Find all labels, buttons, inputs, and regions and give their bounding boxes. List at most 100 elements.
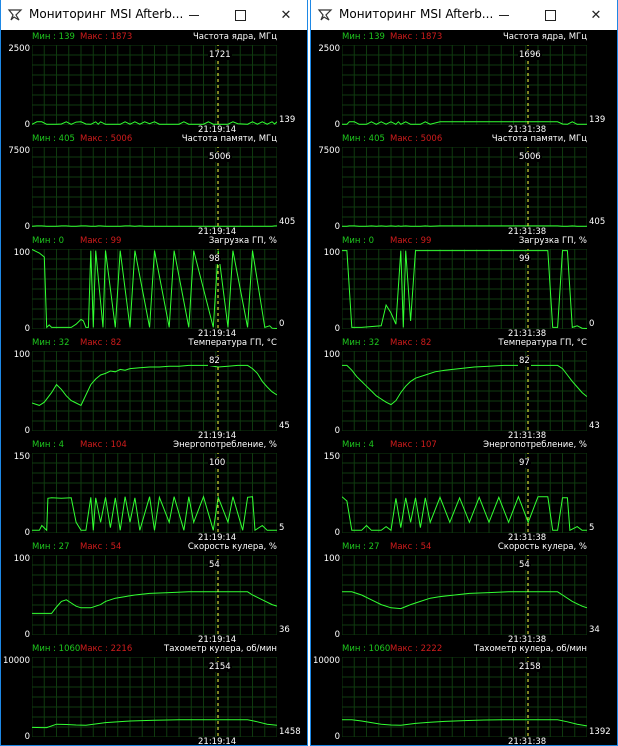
- cursor-time: 21:19:14: [198, 125, 237, 135]
- max-label: Макс : 5006: [390, 134, 443, 144]
- y-axis-max: 150: [13, 452, 30, 462]
- y-axis-max: 150: [323, 452, 340, 462]
- graph-title: Частота ядра, МГц: [192, 32, 277, 42]
- current-value: 405: [279, 217, 296, 227]
- maximize-button[interactable]: [217, 0, 263, 30]
- min-label: Мин : 0: [342, 236, 375, 246]
- graph-svg: [32, 657, 277, 737]
- plot-area[interactable]: [342, 555, 587, 635]
- min-label: Мин : 4: [32, 440, 65, 450]
- max-label: Макс : 99: [390, 236, 432, 246]
- plot-area[interactable]: [342, 351, 587, 431]
- cursor-value: 2158: [518, 662, 542, 672]
- current-value: 1458: [279, 727, 301, 737]
- cursor-time: 21:19:14: [198, 227, 237, 237]
- graph-title: Частота памяти, МГц: [181, 134, 277, 144]
- max-label: Макс : 54: [80, 542, 122, 552]
- cursor-time: 21:19:14: [198, 533, 237, 543]
- plot-area[interactable]: [342, 45, 587, 125]
- min-label: Мин : 32: [342, 338, 380, 348]
- cursor-time: 21:31:38: [508, 533, 547, 543]
- data-series-line: [342, 250, 587, 329]
- msi-afterburner-icon: [7, 9, 23, 21]
- graph-title: Частота ядра, МГц: [502, 32, 587, 42]
- msi-afterburner-icon: [317, 9, 333, 21]
- monitor-window-left: Мониторинг MSI Afterb... ✕ Мин : 139 Макс…: [0, 0, 308, 746]
- y-axis-max: 100: [323, 554, 340, 564]
- max-label: Макс : 54: [390, 542, 432, 552]
- plot-area[interactable]: [32, 147, 277, 227]
- graph-svg: [342, 249, 587, 329]
- cursor-time: 21:19:14: [198, 635, 237, 645]
- title-bar[interactable]: Мониторинг MSI Afterb... ✕: [1, 0, 307, 30]
- y-axis-max: 100: [13, 350, 30, 360]
- plot-area[interactable]: [32, 249, 277, 329]
- max-label: Макс : 107: [390, 440, 437, 450]
- cursor-time: 21:31:38: [508, 329, 547, 339]
- current-value: 0: [279, 319, 285, 329]
- max-label: Макс : 2222: [390, 644, 443, 654]
- cursor-value: 5006: [518, 152, 542, 162]
- graph-title: Скорость кулера, %: [187, 542, 277, 552]
- y-axis-max: 2500: [318, 44, 340, 54]
- minimize-button[interactable]: [171, 0, 217, 30]
- graph-panel: Мин : 27 Макс : 54 Скорость кулера, % 100 0 3…: [1, 541, 307, 644]
- y-axis-min: 0: [24, 222, 30, 232]
- plot-area[interactable]: [342, 249, 587, 329]
- graph-panel: Мин : 27 Макс : 54 Скорость кулера, % 100 0 3…: [311, 541, 617, 644]
- data-series-line: [342, 495, 587, 532]
- monitor-window-right: Мониторинг MSI Afterb... ✕ Мин : 139 Макс…: [310, 0, 618, 746]
- plot-area[interactable]: [342, 453, 587, 533]
- graph-svg: [342, 147, 587, 227]
- y-axis-min: 0: [24, 324, 30, 334]
- current-value: 139: [589, 115, 606, 125]
- plot-area[interactable]: [32, 555, 277, 635]
- current-value: 5: [279, 523, 285, 533]
- y-axis-min: 0: [334, 426, 340, 436]
- plot-area[interactable]: [342, 147, 587, 227]
- graph-title: Скорость кулера, %: [497, 542, 587, 552]
- plot-area[interactable]: [32, 657, 277, 737]
- y-axis-max: 7500: [8, 146, 30, 156]
- graph-panel: Мин : 1060 Макс : 2216 Тахометр кулера, об…: [1, 643, 307, 745]
- graph-svg: [342, 453, 587, 533]
- cursor-value: 97: [518, 458, 531, 468]
- close-button[interactable]: ✕: [280, 7, 292, 23]
- max-label: Макс : 99: [80, 236, 122, 246]
- current-value: 5: [589, 523, 595, 533]
- graph-svg: [32, 453, 277, 533]
- graph-panel: Мин : 32 Макс : 82 Температура ГП, °C 100 0 4…: [1, 337, 307, 440]
- minimize-button[interactable]: [481, 0, 527, 30]
- max-label: Макс : 1873: [390, 32, 443, 42]
- data-series-line: [32, 719, 277, 729]
- data-series-line: [342, 719, 587, 727]
- y-axis-min: 0: [334, 120, 340, 130]
- min-label: Мин : 139: [32, 32, 75, 42]
- cursor-value: 1696: [518, 50, 542, 60]
- y-axis-min: 0: [334, 222, 340, 232]
- current-value: 405: [589, 217, 606, 227]
- cursor-time: 21:31:38: [508, 737, 547, 746]
- graph-panel: Мин : 405 Макс : 5006 Частота памяти, МГц 7…: [311, 133, 617, 236]
- max-label: Макс : 82: [80, 338, 122, 348]
- y-axis-max: 100: [323, 350, 340, 360]
- close-button[interactable]: ✕: [590, 7, 602, 23]
- plot-area[interactable]: [32, 351, 277, 431]
- cursor-value: 54: [518, 560, 531, 570]
- cursor-value: 2154: [208, 662, 232, 672]
- plot-area[interactable]: [32, 45, 277, 125]
- title-bar[interactable]: Мониторинг MSI Afterb... ✕: [311, 0, 617, 30]
- y-axis-max: 2500: [8, 44, 30, 54]
- current-value: 34: [589, 625, 600, 635]
- cursor-time: 21:19:14: [198, 431, 237, 441]
- plot-area[interactable]: [32, 453, 277, 533]
- max-label: Макс : 82: [390, 338, 432, 348]
- graph-title: Температура ГП, °C: [498, 338, 587, 348]
- graph-svg: [342, 45, 587, 125]
- graph-panel: Мин : 0 Макс : 99 Загрузка ГП, % 100 0 0 98 21:…: [1, 235, 307, 338]
- graph-svg: [32, 351, 277, 431]
- window-title: Мониторинг MSI Afterb...: [29, 7, 184, 21]
- maximize-button[interactable]: [527, 0, 573, 30]
- plot-area[interactable]: [342, 657, 587, 737]
- min-label: Мин : 405: [342, 134, 385, 144]
